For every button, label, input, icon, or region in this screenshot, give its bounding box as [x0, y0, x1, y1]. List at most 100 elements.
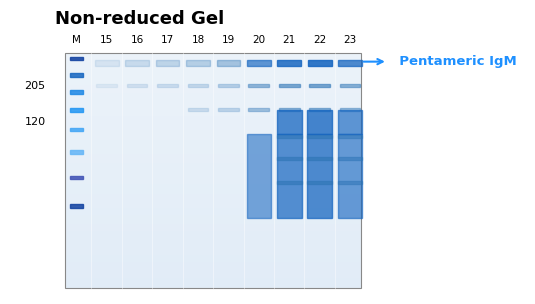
Bar	[65, 102, 361, 104]
Bar	[65, 245, 361, 247]
Bar	[65, 81, 361, 83]
Bar	[338, 60, 362, 66]
Bar	[65, 95, 361, 97]
Bar	[65, 83, 361, 85]
Bar	[65, 135, 361, 137]
Bar	[65, 283, 361, 285]
Bar	[277, 110, 302, 134]
Bar	[65, 67, 361, 69]
Bar	[65, 276, 361, 278]
Bar	[279, 84, 300, 87]
Bar	[65, 281, 361, 283]
Bar	[338, 157, 362, 160]
Text: 18: 18	[192, 35, 204, 45]
Bar	[65, 60, 361, 62]
Bar	[65, 62, 361, 64]
Bar	[277, 136, 302, 138]
Bar	[65, 88, 361, 90]
Bar	[277, 134, 302, 218]
Bar	[340, 84, 361, 87]
Bar	[70, 204, 83, 208]
Bar	[65, 224, 361, 226]
Bar	[277, 157, 302, 160]
Bar	[340, 108, 361, 111]
Bar	[65, 264, 361, 266]
Bar	[308, 181, 332, 184]
Text: M: M	[72, 35, 81, 45]
Bar	[65, 57, 361, 60]
Text: 15: 15	[100, 35, 113, 45]
Text: 120: 120	[25, 117, 45, 127]
Bar	[65, 269, 361, 271]
Bar	[65, 222, 361, 224]
Bar	[65, 285, 361, 288]
Bar	[308, 136, 332, 138]
Bar	[65, 140, 361, 142]
Bar	[96, 84, 117, 87]
Bar	[65, 259, 361, 262]
Text: 22: 22	[313, 35, 326, 45]
Bar	[65, 165, 361, 168]
Bar	[127, 84, 148, 87]
Text: 23: 23	[343, 35, 357, 45]
Bar	[65, 69, 361, 71]
Bar	[338, 136, 362, 138]
Bar	[65, 215, 361, 217]
Bar	[65, 231, 361, 233]
Bar	[65, 109, 361, 111]
Bar	[308, 60, 332, 66]
Text: 17: 17	[161, 35, 174, 45]
Bar	[65, 78, 361, 81]
Bar	[308, 157, 332, 160]
Bar	[65, 250, 361, 252]
Bar	[65, 85, 361, 88]
Bar	[65, 90, 361, 92]
Bar	[65, 126, 361, 128]
Bar	[65, 147, 361, 149]
Bar	[65, 252, 361, 255]
Bar	[338, 134, 362, 218]
Bar	[65, 212, 361, 215]
Bar	[186, 60, 210, 66]
Bar	[65, 238, 361, 240]
Bar	[156, 60, 179, 66]
Bar	[65, 196, 361, 198]
Text: 19: 19	[222, 35, 235, 45]
Bar	[157, 84, 178, 87]
Bar	[125, 60, 149, 66]
Bar	[65, 144, 361, 147]
Bar	[65, 107, 361, 109]
Text: 21: 21	[282, 35, 296, 45]
Bar	[65, 128, 361, 130]
Text: 20: 20	[253, 35, 265, 45]
Bar	[65, 179, 361, 182]
Bar	[65, 55, 361, 57]
Bar	[70, 128, 83, 131]
Bar	[65, 198, 361, 201]
Bar	[65, 278, 361, 281]
Bar	[278, 60, 301, 66]
Bar	[65, 74, 361, 76]
Bar	[65, 219, 361, 222]
Bar	[65, 194, 361, 196]
Bar	[247, 60, 271, 66]
Bar	[65, 149, 361, 151]
Bar	[309, 84, 330, 87]
Bar	[65, 53, 361, 55]
Bar	[65, 210, 361, 212]
Bar	[65, 163, 361, 165]
Bar	[338, 110, 362, 134]
Bar	[65, 104, 361, 107]
Bar	[65, 189, 361, 191]
Bar	[65, 203, 361, 205]
Bar	[247, 134, 271, 218]
Bar	[70, 176, 83, 179]
Bar	[65, 271, 361, 274]
Bar	[65, 92, 361, 95]
Bar	[65, 247, 361, 250]
Bar	[277, 181, 302, 184]
Bar	[65, 172, 361, 175]
Bar	[65, 226, 361, 229]
Bar	[188, 84, 208, 87]
Bar	[65, 233, 361, 236]
